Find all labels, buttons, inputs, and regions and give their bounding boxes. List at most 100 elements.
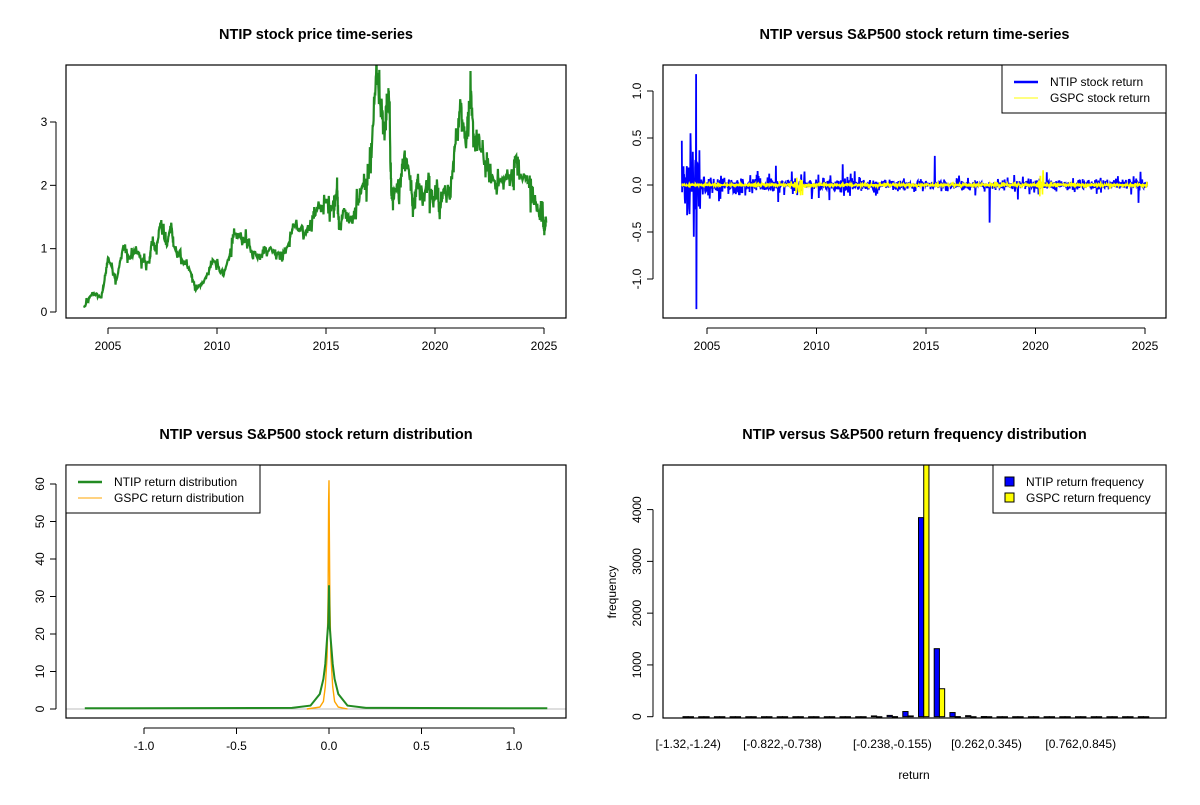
chart-title: NTIP versus S&P500 stock return distribu… bbox=[159, 427, 472, 443]
bar-ntip bbox=[713, 716, 721, 718]
bar-ntip bbox=[1027, 716, 1035, 718]
y-tick-label: 30 bbox=[33, 590, 47, 604]
bar-ntip bbox=[792, 716, 799, 718]
x-tick-label: 2015 bbox=[313, 339, 340, 353]
x-tick-label: 1.0 bbox=[506, 739, 523, 753]
price-line bbox=[82, 65, 548, 309]
bar-gspc bbox=[954, 716, 961, 718]
bar-ntip bbox=[1090, 716, 1097, 718]
bar-gspc bbox=[923, 465, 930, 718]
y-tick-label: 40 bbox=[33, 552, 47, 566]
y-tick-label: 2000 bbox=[630, 599, 644, 626]
bar-ntip bbox=[965, 715, 972, 718]
x-tick-label: 0.5 bbox=[413, 739, 430, 753]
panel-1 bbox=[50, 64, 567, 334]
bar-gspc bbox=[1111, 716, 1118, 718]
y-tick-label: 0.0 bbox=[630, 176, 644, 193]
x-tick-label: [-0.822,-0.738) bbox=[743, 737, 822, 751]
plot-frame bbox=[662, 64, 1167, 319]
bar-gspc bbox=[1017, 716, 1024, 718]
bar-gspc bbox=[970, 716, 977, 718]
bar-ntip bbox=[855, 716, 862, 718]
x-tick-label: 2025 bbox=[1132, 339, 1159, 353]
x-tick-label: 0.0 bbox=[321, 739, 338, 753]
bar-ntip bbox=[729, 716, 736, 718]
bar-gspc bbox=[703, 716, 710, 718]
bar-ntip bbox=[918, 517, 925, 718]
x-tick-label: 2025 bbox=[531, 339, 558, 353]
x-tick-label: -0.5 bbox=[226, 739, 247, 753]
bar-gspc bbox=[938, 688, 946, 718]
y-tick-label: 1000 bbox=[630, 651, 644, 678]
bar-ntip bbox=[776, 716, 783, 718]
bar-gspc bbox=[986, 716, 993, 718]
panel-2: NTIP stock return GSPC stock return bbox=[647, 64, 1167, 334]
legend: NTIP return frequency GSPC return frequen… bbox=[992, 464, 1167, 514]
y-tick-label: -1.0 bbox=[630, 268, 644, 289]
bar-ntip bbox=[682, 716, 689, 718]
x-tick-label: [0.762,0.845) bbox=[1045, 737, 1116, 751]
bar-ntip bbox=[1137, 716, 1145, 718]
bar-ntip bbox=[949, 712, 956, 718]
plot-area bbox=[66, 480, 566, 710]
bar-ntip bbox=[839, 716, 846, 718]
y-tick-label: 1 bbox=[41, 242, 48, 256]
bar-ntip bbox=[745, 716, 752, 718]
x-axis-label: return bbox=[898, 768, 929, 782]
bar-gspc bbox=[891, 716, 899, 718]
x-tick-label: 2015 bbox=[913, 339, 940, 353]
legend-label: GSPC return distribution bbox=[114, 491, 244, 505]
legend: NTIP stock return GSPC stock return bbox=[1001, 64, 1167, 114]
bar-gspc bbox=[734, 716, 742, 718]
bar-ntip bbox=[1043, 716, 1050, 718]
bar-gspc bbox=[1033, 716, 1040, 718]
bar-ntip bbox=[698, 716, 705, 718]
y-tick-label: 0.5 bbox=[630, 129, 644, 146]
bar-gspc bbox=[1080, 716, 1087, 718]
chart-title: NTIP versus S&P500 stock return time-ser… bbox=[759, 27, 1069, 43]
x-tick-label: -1.0 bbox=[134, 739, 155, 753]
legend-label: NTIP stock return bbox=[1050, 75, 1143, 89]
bar-gspc bbox=[844, 716, 851, 718]
chart-title: NTIP stock price time-series bbox=[219, 27, 413, 43]
bar-gspc bbox=[907, 715, 914, 718]
y-tick-label: 10 bbox=[33, 665, 47, 679]
bar-gspc bbox=[687, 716, 694, 718]
bar-gspc bbox=[781, 716, 789, 718]
plot-area bbox=[82, 65, 548, 309]
bar-gspc bbox=[1048, 716, 1056, 718]
bar-ntip bbox=[902, 711, 909, 718]
bar-ntip bbox=[1075, 716, 1082, 718]
x-tick-label: [0.262,0.345) bbox=[951, 737, 1022, 751]
density-line-gspc bbox=[306, 480, 348, 710]
series-line-gspc bbox=[681, 170, 1148, 197]
x-tick-label: 2020 bbox=[422, 339, 449, 353]
bar-ntip bbox=[1059, 716, 1066, 718]
legend-box bbox=[1001, 64, 1167, 114]
bar-gspc bbox=[719, 716, 726, 718]
x-tick-label: 2005 bbox=[95, 339, 122, 353]
plot-frame bbox=[662, 464, 1167, 719]
legend-swatch bbox=[1004, 492, 1015, 503]
bar-ntip bbox=[761, 716, 768, 718]
y-tick-label: 3000 bbox=[630, 548, 644, 575]
legend: NTIP return distribution GSPC return dist… bbox=[65, 464, 261, 514]
bar-gspc bbox=[876, 716, 883, 718]
y-tick-label: 0 bbox=[33, 705, 47, 712]
bar-ntip bbox=[1012, 716, 1019, 718]
bar-gspc bbox=[750, 716, 757, 718]
plot-frame bbox=[65, 64, 567, 319]
y-tick-label: -0.5 bbox=[630, 221, 644, 242]
chart-title: NTIP versus S&P500 return frequency dist… bbox=[742, 427, 1087, 443]
bar-gspc bbox=[813, 716, 820, 718]
bar-gspc bbox=[1095, 716, 1103, 718]
bar-ntip bbox=[808, 716, 815, 718]
y-tick-label: 50 bbox=[33, 515, 47, 529]
legend-label: GSPC stock return bbox=[1050, 91, 1150, 105]
x-tick-label: 2020 bbox=[1022, 339, 1049, 353]
bar-ntip bbox=[823, 716, 831, 718]
bar-ntip bbox=[1122, 716, 1129, 718]
x-tick-label: 2010 bbox=[204, 339, 231, 353]
y-tick-label: 0 bbox=[630, 713, 644, 720]
bar-ntip bbox=[886, 714, 893, 718]
